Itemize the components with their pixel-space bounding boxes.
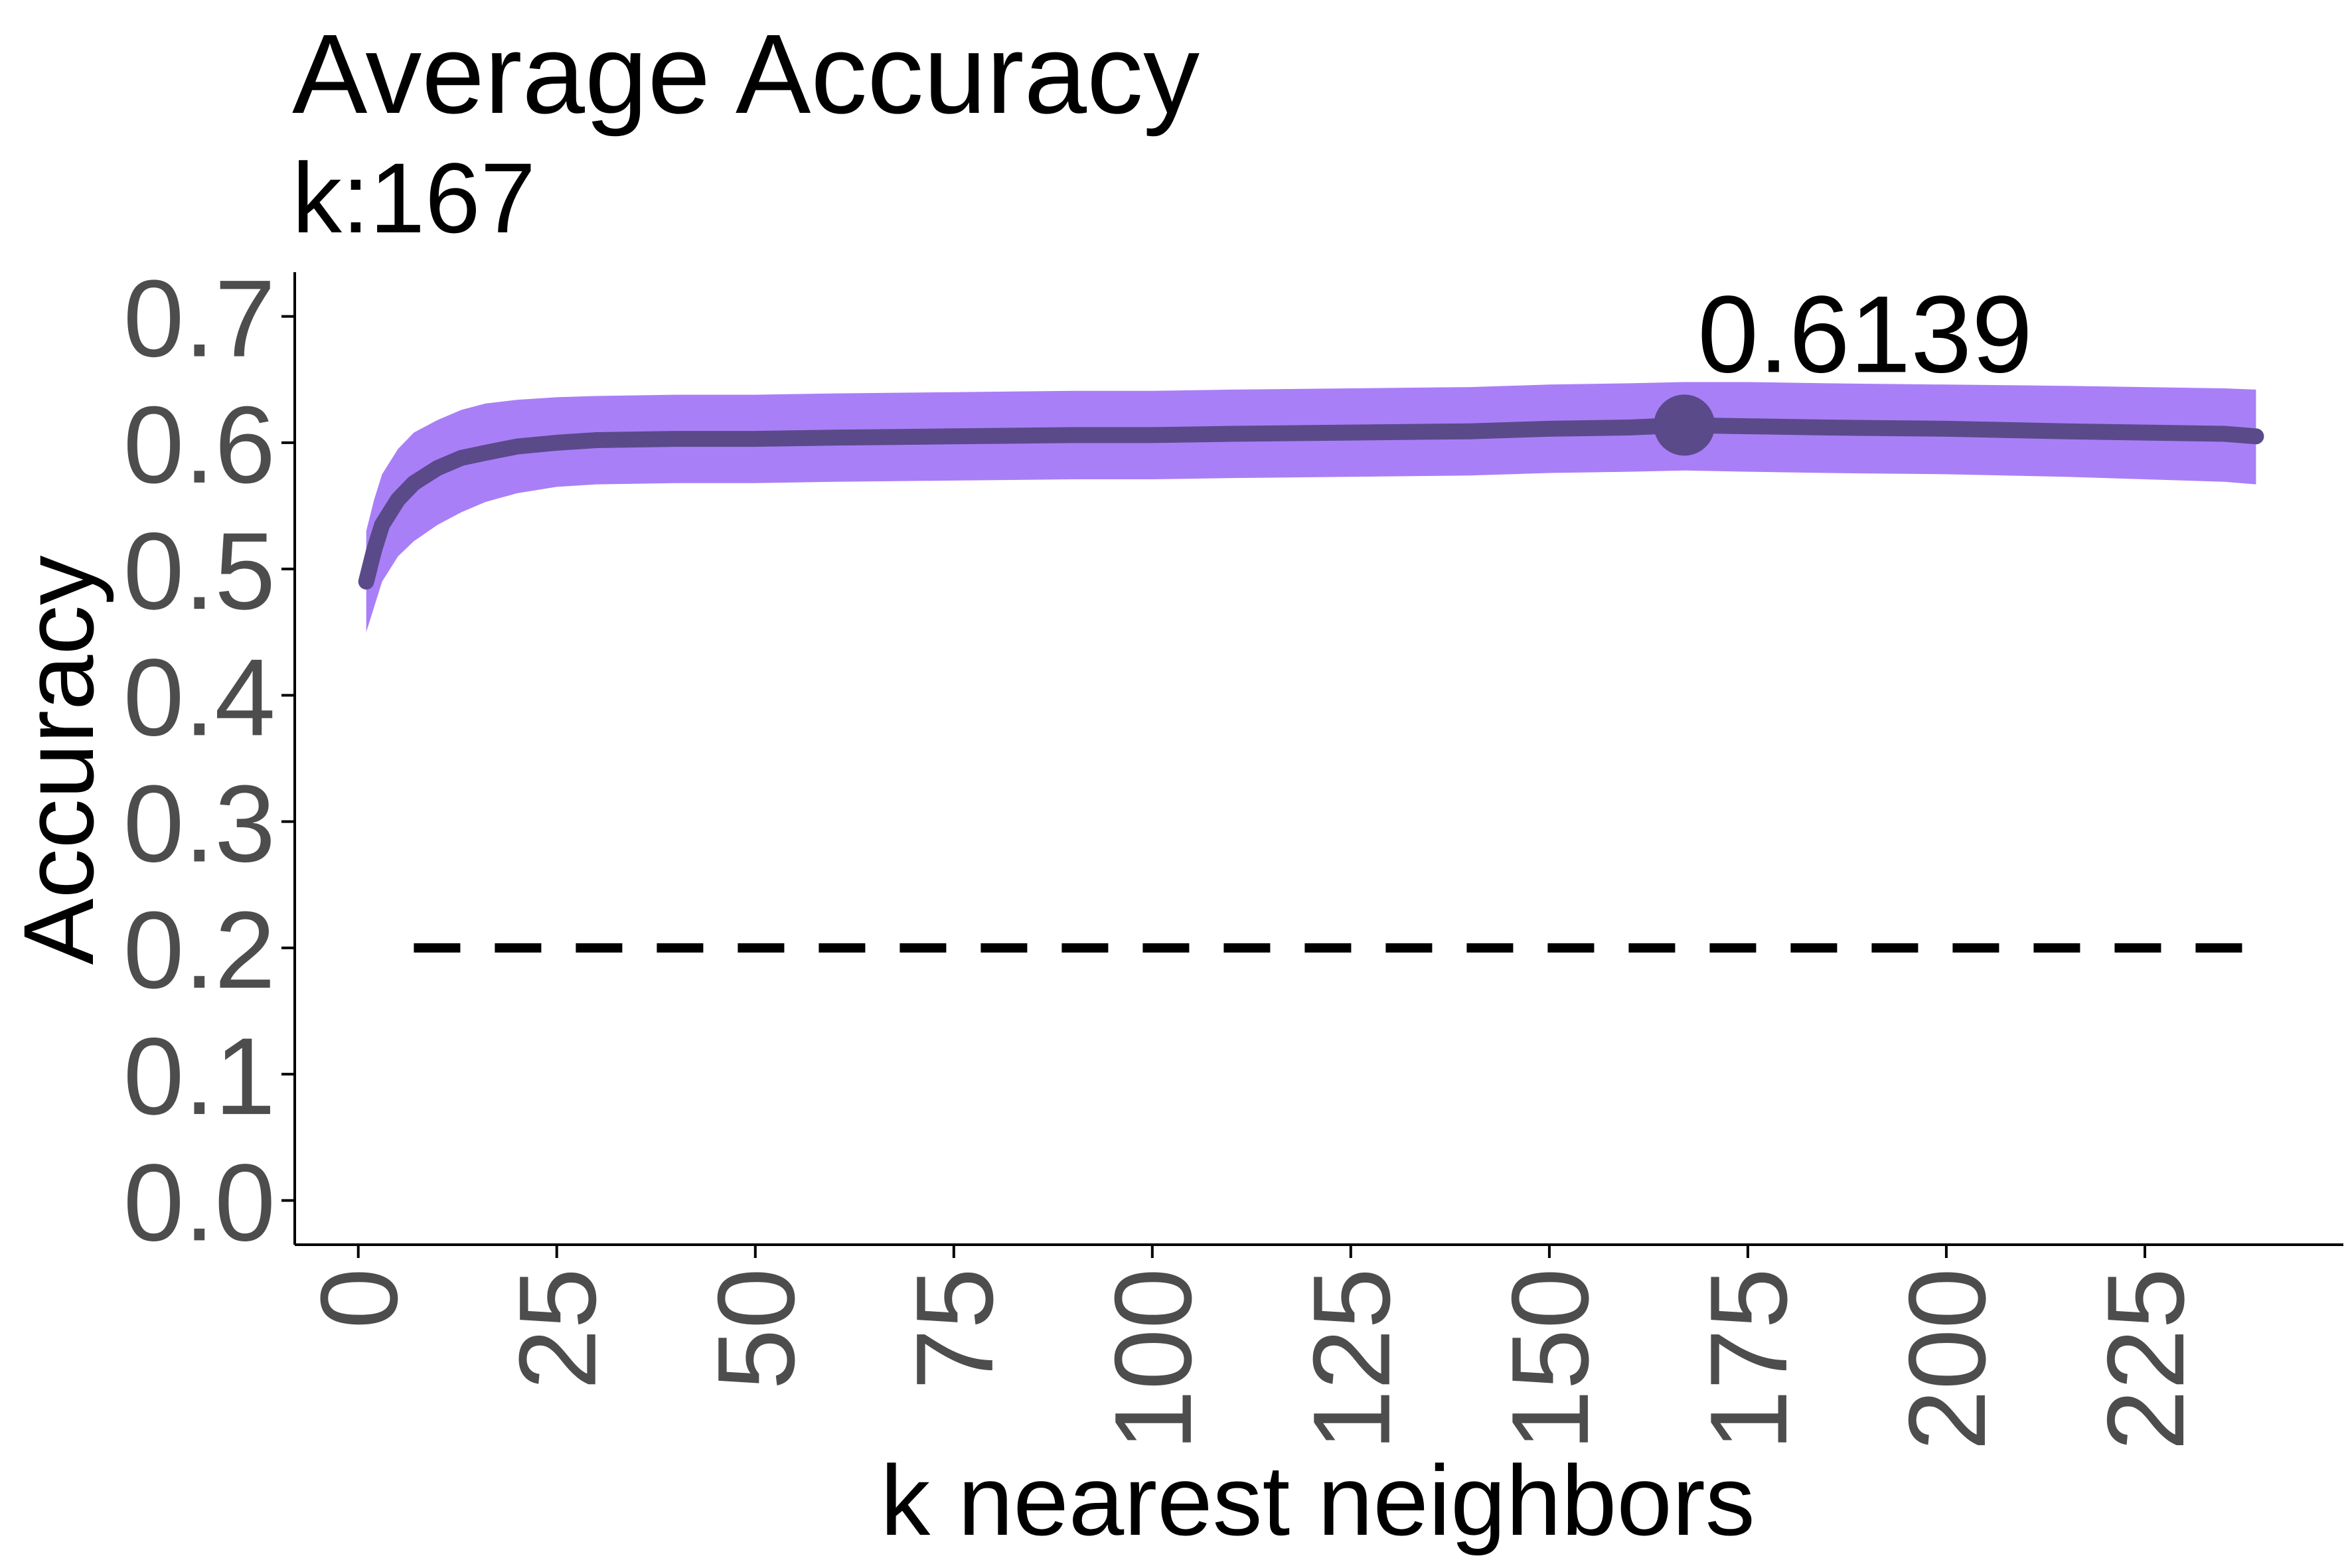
x-tick-label: 75 [894,1268,1016,1390]
highlight-layer: 0.6139 [1654,273,2033,456]
y-tick-label: 0.6 [123,384,275,506]
x-tick-label: 175 [1687,1268,1810,1450]
chart-title: Average Accuracy [292,11,1200,137]
y-tick-label: 0.0 [123,1141,275,1263]
series-line-layer [358,417,2264,590]
x-tick-label: 150 [1489,1268,1611,1450]
x-tick-label: 25 [497,1268,619,1390]
y-tick-label: 0.7 [123,258,275,380]
y-tick-label: 0.5 [123,510,275,632]
x-tick-label: 50 [695,1268,817,1390]
confidence-band-layer [366,382,2256,633]
chart-subtitle: k:167 [292,142,536,254]
x-tick-label: 125 [1291,1268,1413,1450]
x-ticks: 0 25 50 75 100 125 150 175 200 225 [298,1245,2207,1450]
axes [293,272,2343,1246]
x-tick-label: 225 [2084,1268,2207,1450]
y-tick-label: 0.4 [123,636,275,758]
y-tick-label: 0.1 [123,1015,275,1137]
x-tick-label: 100 [1092,1268,1214,1450]
x-tick-label: 0 [298,1268,420,1329]
best-k-point [1654,394,1715,456]
best-k-label: 0.6139 [1697,273,2033,395]
y-tick-label: 0.3 [123,763,275,885]
y-axis-title: Accuracy [3,556,114,965]
x-tick-label: 200 [1886,1268,2008,1450]
x-axis-title: k nearest neighbors [880,1445,1755,1556]
y-tick-label: 0.2 [123,889,275,1011]
y-ticks: 0.00.10.20.30.40.50.60.7 [123,258,295,1263]
confidence-band [366,382,2256,633]
series-line [358,417,2264,590]
